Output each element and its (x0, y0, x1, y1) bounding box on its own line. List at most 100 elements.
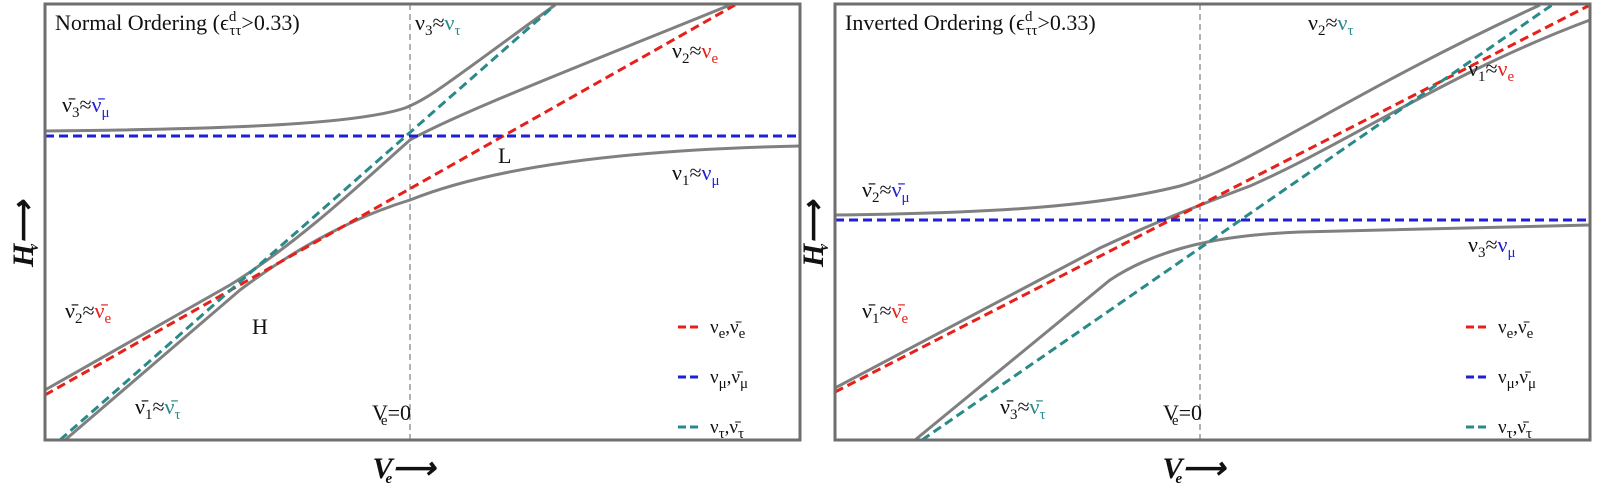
zero-label-part: =0 (1179, 400, 1202, 425)
level-label-part: ≈ (79, 92, 91, 117)
level-label-part: τ (1039, 407, 1045, 423)
level-label-part: 2 (872, 190, 880, 206)
level-label: ν1≈νe (1468, 56, 1514, 85)
level-label-part: ≈ (1485, 56, 1497, 81)
y-axis-label-part: H (7, 242, 40, 268)
legend-label-part: ν (1498, 367, 1507, 388)
legend-label-part: e (1507, 326, 1514, 342)
level-label-part: μ (711, 173, 719, 189)
y-axis-label-part: ⟶ (797, 199, 830, 244)
x-axis-label: Ve⟶ (1163, 452, 1228, 487)
level-label: ν1≈νμ (672, 160, 720, 189)
x-axis-label-part: ⟶ (392, 452, 437, 485)
level-label-part: ν (702, 38, 712, 63)
legend-label-part: , (725, 317, 730, 338)
legend-label-part: μ (740, 376, 748, 392)
legend-label-part: , (725, 417, 730, 438)
panel-title-part: d (229, 9, 237, 25)
panel-title-part: ϵ (1016, 10, 1025, 35)
legend-label-part: e (1527, 326, 1534, 342)
level-label-part: ν (445, 10, 455, 35)
level-label: ν̄2≈ν̄μ (862, 177, 910, 206)
y-axis-label-part: ν (816, 244, 832, 251)
zero-label-part: =0 (388, 400, 411, 425)
level-label-part: ≈ (879, 298, 891, 323)
legend-label: νμ,ν̄μ (1498, 367, 1536, 392)
level-label: ν̄1≈ν̄e (862, 298, 908, 327)
panel-title-part: >0.33) (1038, 10, 1096, 35)
level-label-part: 3 (72, 105, 80, 121)
panel-title-part: ϵ (220, 10, 229, 35)
legend-label-part: ν̄ (731, 367, 743, 388)
level-label-part: 3 (425, 23, 433, 39)
panel-title-part: >0.33) (241, 10, 299, 35)
legend-label-part: τ (1507, 426, 1513, 442)
legend-label-part: ν (710, 317, 719, 338)
legend-label-part: μ (719, 376, 727, 392)
level-label-part: ν (1468, 56, 1478, 81)
legend-label-part: ν (1498, 317, 1507, 338)
legend-label-part: , (1513, 317, 1518, 338)
legend-label-part: τ (719, 426, 725, 442)
panel-title-part: ττ (229, 23, 241, 39)
level-label-part: μ (101, 105, 109, 121)
point-label: H (252, 314, 268, 339)
y-axis-label-part: ν (26, 244, 42, 251)
panel-title: Normal Ordering (ϵd ττ>0.33) (55, 9, 300, 39)
x-axis-label-part: e (386, 471, 393, 487)
level-label-part: ≈ (689, 38, 701, 63)
level-label-part: ≈ (879, 177, 891, 202)
legend-label-part: ν̄ (1518, 317, 1530, 338)
level-label-part: τ (454, 23, 460, 39)
y-axis-label-part: H (797, 242, 830, 268)
frame (833, 2, 1592, 442)
legend-label-part: ν̄ (1519, 367, 1531, 388)
level-label-part: ν (702, 160, 712, 185)
level-label-part: e (104, 311, 111, 327)
legend-label-part: μ (1528, 376, 1536, 392)
level-label-part: e (1507, 69, 1514, 85)
level-label: ν̄2≈ν̄e (65, 298, 111, 327)
zero-label-part: V (1163, 400, 1179, 425)
legend-label-part: ν̄ (730, 317, 742, 338)
level-label-part: 1 (682, 173, 690, 189)
panel-title-part: d (1025, 9, 1033, 25)
reference-line (921, 3, 1553, 442)
panel-title-part: Normal Ordering ( (55, 10, 220, 35)
reference-line (834, 3, 1591, 394)
level-label-part: ≈ (152, 394, 164, 419)
legend-label-part: ν (710, 367, 719, 388)
level-label-part: ≈ (689, 160, 701, 185)
zero-label-part: e (381, 413, 388, 429)
legend-label-part: ν (710, 417, 719, 438)
legend-label: νe,ν̄e (1498, 317, 1534, 342)
legend-label-part: μ (1507, 376, 1515, 392)
level-label-part: 2 (682, 51, 690, 67)
y-axis-label: Hν⟶ (797, 199, 832, 268)
legend-label-part: e (719, 326, 726, 342)
level-curve (44, 3, 556, 133)
level-label-part: ≈ (432, 10, 444, 35)
level-label: ν̄3≈ν̄τ (1000, 394, 1046, 423)
zero-label: Ve=0 (1163, 400, 1202, 429)
level-label-part: ≈ (1017, 394, 1029, 419)
level-label: ν3≈νμ (1468, 232, 1516, 261)
level-label-part: ν (1338, 10, 1348, 35)
zero-label-part: e (1172, 413, 1179, 429)
level-label: ν3≈ντ (415, 10, 461, 39)
zero-label: Ve=0 (372, 400, 411, 429)
y-axis-label: Hν⟶ (7, 199, 42, 268)
panel-title-part: ττ (1025, 23, 1037, 39)
level-label-part: ν (1498, 232, 1508, 257)
level-curve (914, 223, 1591, 442)
level-label-part: ν (1308, 10, 1318, 35)
level-label-part: ≈ (1485, 232, 1497, 257)
frame (43, 2, 802, 442)
level-label-part: 1 (872, 311, 880, 327)
level-label-part: μ (1507, 245, 1515, 261)
level-label-part: ν (672, 38, 682, 63)
level-label: ν2≈νe (672, 38, 718, 67)
level-label: ν̄1≈ν̄τ (135, 394, 181, 423)
